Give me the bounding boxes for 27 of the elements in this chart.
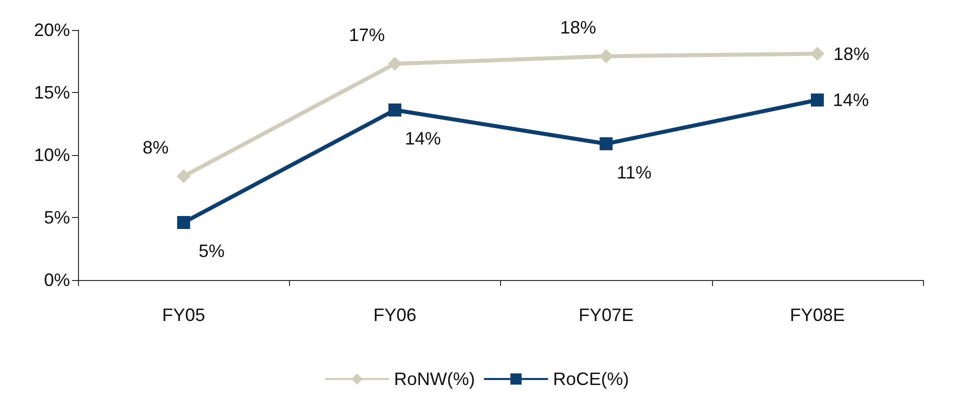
data-label: 17%: [348, 24, 385, 45]
y-tick-label: 0%: [44, 270, 70, 290]
data-label: 14%: [832, 90, 869, 110]
y-tick-label: 20%: [34, 20, 70, 40]
data-label: 14%: [404, 128, 441, 148]
y-tick-label: 15%: [34, 82, 70, 102]
x-tick-label: FY08E: [790, 305, 845, 325]
legend-label: RoNW(%): [394, 369, 475, 389]
data-label: 5%: [198, 241, 225, 261]
data-label: 18%: [560, 17, 596, 38]
y-tick-label: 10%: [34, 145, 70, 165]
data-label: 8%: [142, 137, 169, 158]
y-tick-label: 5%: [44, 208, 70, 228]
point: [810, 94, 824, 106]
point: [600, 137, 613, 150]
point: [388, 56, 402, 71]
point: [388, 104, 402, 116]
x-tick-label: FY05: [162, 305, 206, 325]
point: [177, 216, 190, 229]
legend-label: RoCE(%): [552, 369, 630, 389]
data-label: 11%: [616, 162, 652, 182]
data-label: 18%: [833, 44, 870, 64]
x-tick-label: FY06: [373, 305, 416, 325]
x-tick-label: FY07E: [578, 305, 634, 325]
point: [176, 169, 191, 184]
point: [599, 49, 614, 64]
point: [810, 46, 824, 61]
